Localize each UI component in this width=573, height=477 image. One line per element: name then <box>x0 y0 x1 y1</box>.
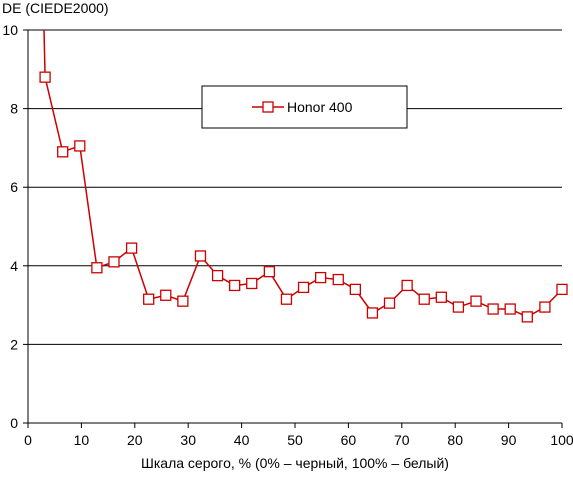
data-point <box>383 297 396 309</box>
data-point <box>539 301 551 313</box>
x-tick-label: 10 <box>74 432 90 448</box>
data-point <box>470 295 482 307</box>
axes <box>23 29 563 428</box>
data-point <box>211 269 224 282</box>
data-point <box>366 307 379 319</box>
data-point <box>229 279 241 292</box>
data-point <box>418 293 430 305</box>
legend: Honor 400 <box>201 85 408 129</box>
x-tick-label: 0 <box>24 432 32 448</box>
data-point <box>297 281 310 294</box>
data-point <box>280 293 293 305</box>
x-tick-label: 60 <box>341 432 357 448</box>
y-tick-label: 8 <box>10 101 18 117</box>
x-tick-label: 50 <box>287 432 303 448</box>
data-point <box>57 146 69 158</box>
grid-lines <box>28 29 562 345</box>
data-point <box>504 303 516 315</box>
x-tick-label: 40 <box>234 432 250 448</box>
x-tick-label: 80 <box>447 432 463 448</box>
data-point <box>556 283 568 296</box>
data-point <box>125 242 138 254</box>
data-point <box>39 71 51 83</box>
data-point <box>314 271 327 284</box>
data-point <box>521 311 533 323</box>
data-point <box>246 277 258 290</box>
data-point <box>91 262 103 274</box>
data-point <box>74 140 86 152</box>
y-tick-label: 6 <box>10 179 18 195</box>
data-point <box>487 303 499 315</box>
data-point <box>177 295 189 307</box>
y-tick-label: 2 <box>10 336 18 352</box>
data-point <box>435 291 447 303</box>
data-point <box>263 266 276 278</box>
y-axis-label: DE (CIEDE2000) <box>2 0 109 16</box>
legend-marker <box>262 101 274 113</box>
x-tick-label: 70 <box>394 432 410 448</box>
data-point <box>401 279 413 292</box>
y-tick-label: 10 <box>2 22 18 38</box>
x-tick-label: 90 <box>501 432 517 448</box>
data-point <box>452 301 465 313</box>
legend-box <box>201 85 408 129</box>
data-point <box>332 273 344 286</box>
data-point <box>194 250 207 262</box>
x-tick-label: 100 <box>550 432 573 448</box>
data-point <box>160 289 172 301</box>
x-axis-label: Шкала серого, % (0% – черный, 100% – бел… <box>141 455 449 471</box>
series-lead-in-line <box>43 29 46 78</box>
x-tick-label: 30 <box>180 432 196 448</box>
y-tick-label: 4 <box>10 258 18 274</box>
series-layer <box>39 29 568 323</box>
data-point <box>349 283 361 296</box>
y-tick-label: 0 <box>10 415 18 431</box>
x-tick-label: 20 <box>127 432 143 448</box>
legend-label: Honor 400 <box>287 99 353 115</box>
data-point <box>108 256 120 268</box>
data-point <box>143 293 155 305</box>
